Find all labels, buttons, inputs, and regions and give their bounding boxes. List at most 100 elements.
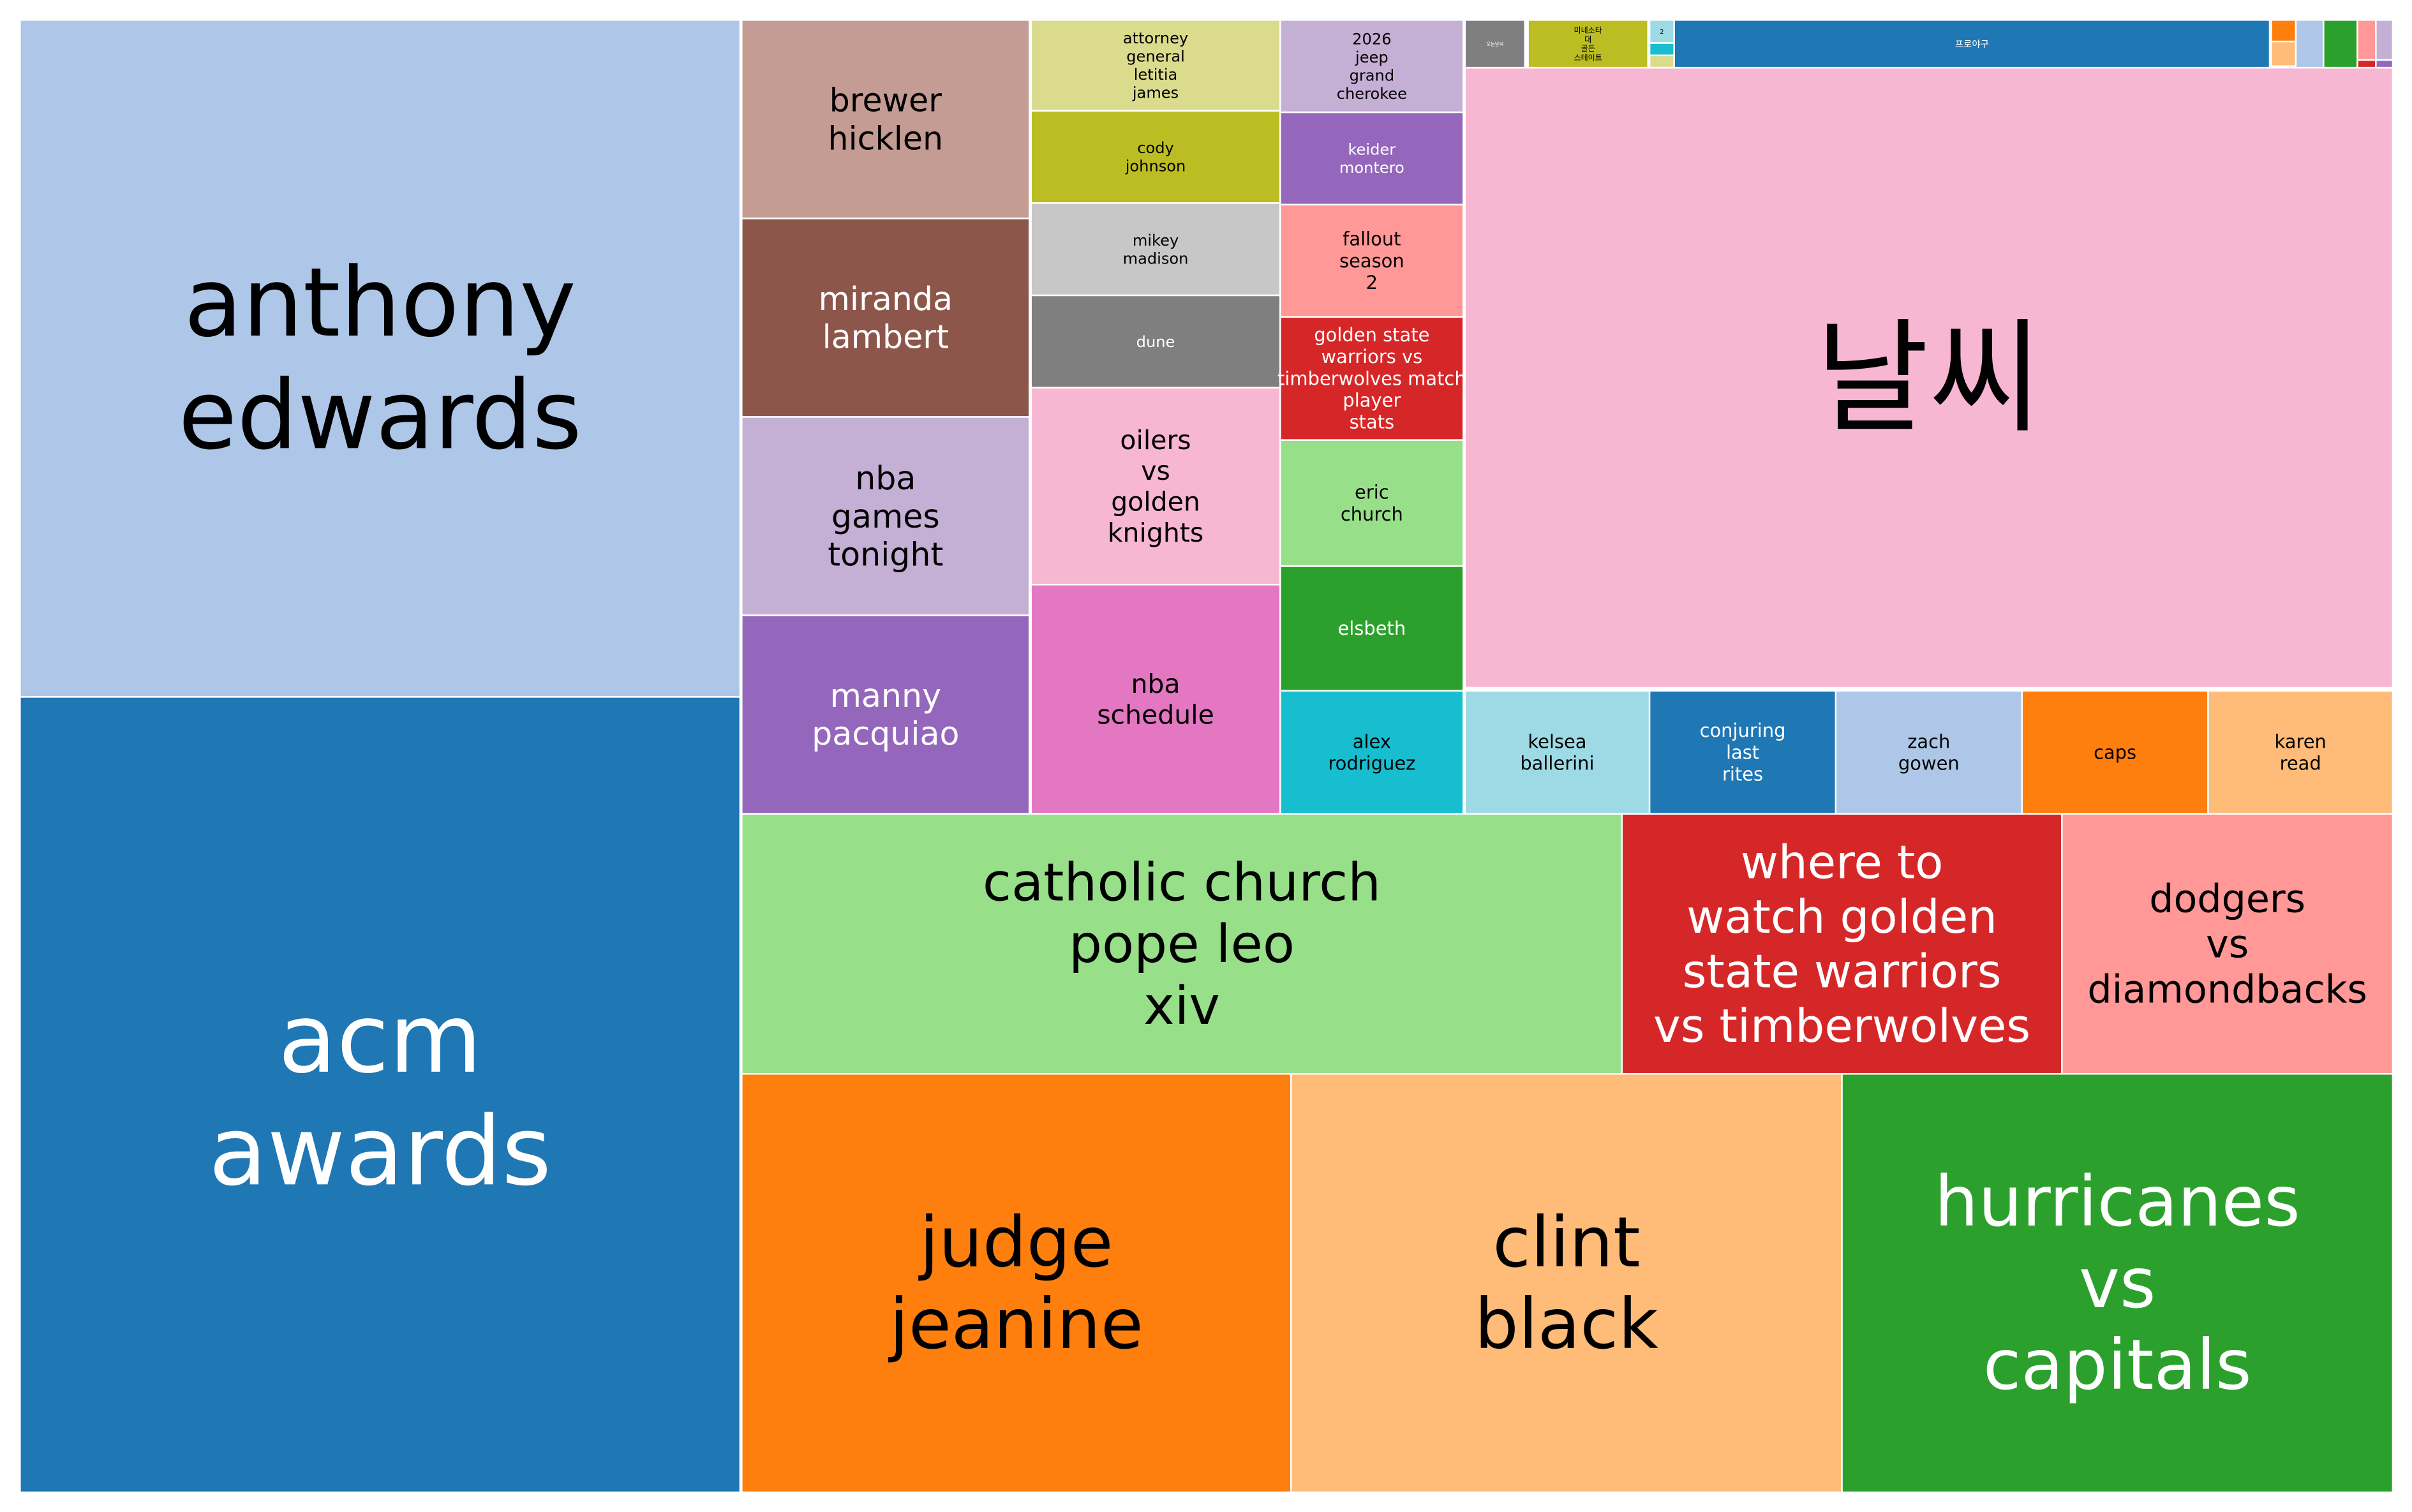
treemap-tile-rect bbox=[2356, 59, 2377, 69]
treemap-tile-rect bbox=[2061, 813, 2394, 1075]
treemap-tile-label: judge jeanine bbox=[888, 1202, 1143, 1365]
treemap-tile-unlabeled[interactable] bbox=[2356, 59, 2377, 69]
treemap-tile-unlabeled[interactable] bbox=[1648, 42, 1675, 57]
treemap-tile-label: 날씨 bbox=[1815, 308, 2042, 450]
treemap-tile-rect bbox=[1527, 19, 1649, 69]
treemap-tile-rect bbox=[1835, 690, 2023, 815]
treemap-tile-rect bbox=[1279, 204, 1464, 318]
treemap-tile-label: karen read bbox=[2275, 730, 2326, 774]
treemap-tile-rect bbox=[1030, 294, 1281, 389]
treemap-tile-label: manny pacquiao bbox=[812, 677, 959, 753]
treemap-tile-rect bbox=[1290, 1072, 1843, 1493]
treemap-tile-rect bbox=[2270, 40, 2297, 67]
treemap-tile-unlabeled[interactable] bbox=[2375, 59, 2394, 69]
treemap-tile-miranda-lambert[interactable]: miranda lambert bbox=[741, 218, 1031, 418]
treemap-tile-catholic-church-pope-leo-xiv[interactable]: catholic church pope leo xiv bbox=[741, 813, 1623, 1075]
treemap-tile-2026-jeep-grand-cherokee[interactable]: 2026 jeep grand cherokee bbox=[1279, 19, 1464, 114]
treemap-tile-label: mikey madison bbox=[1123, 232, 1189, 267]
treemap-tile-label: nba schedule bbox=[1097, 669, 1214, 730]
treemap-tile-rect bbox=[1648, 54, 1675, 69]
treemap-tile-rect bbox=[1279, 439, 1464, 567]
treemap-tile-unlabeled[interactable] bbox=[1648, 54, 1675, 69]
treemap-tile-golden-state-warriors-vs-timberwolves-match-player-stats[interactable]: golden state warriors vs timberwolves matc… bbox=[1277, 316, 1466, 441]
treemap-tile-judge-jeanine[interactable]: judge jeanine bbox=[741, 1072, 1292, 1493]
treemap-tile-rect bbox=[1279, 565, 1464, 692]
treemap-tile-label: oilers vs golden knights bbox=[1108, 425, 1204, 548]
treemap-tile-오늘날씨[interactable]: 오늘날씨 bbox=[1464, 19, 1526, 69]
treemap-tile-rect bbox=[1279, 19, 1464, 114]
treemap-tile-zach-gowen[interactable]: zach gowen bbox=[1835, 690, 2023, 815]
treemap-tile-karen-read[interactable]: karen read bbox=[2207, 690, 2394, 815]
treemap-tile-label: 2 bbox=[1660, 29, 1664, 36]
treemap-tile-rect bbox=[1279, 690, 1464, 815]
treemap-tile-manny-pacquiao[interactable]: manny pacquiao bbox=[741, 614, 1031, 815]
treemap-tile-rect bbox=[19, 696, 741, 1493]
treemap-tile-label: attorney general letitia james bbox=[1123, 29, 1188, 101]
treemap-tile-nba-games-tonight[interactable]: nba games tonight bbox=[741, 416, 1031, 616]
treemap-tile-label: 오늘날씨 bbox=[1486, 41, 1503, 47]
treemap-tile-2[interactable]: 2 bbox=[1648, 19, 1675, 44]
treemap-tile-label: miranda lambert bbox=[819, 280, 953, 356]
treemap-tile-rect bbox=[19, 19, 741, 698]
treemap-tile-fallout-season-2[interactable]: fallout season 2 bbox=[1279, 204, 1464, 318]
treemap-tile-caps[interactable]: caps bbox=[2021, 690, 2209, 815]
treemap-tile-rect bbox=[1673, 19, 2271, 69]
treemap-tile-프로야구[interactable]: 프로야구 bbox=[1673, 19, 2271, 69]
treemap-tile-unlabeled[interactable] bbox=[2356, 19, 2377, 61]
treemap-tile-label: eric church bbox=[1341, 482, 1403, 525]
treemap-tile-acm-awards[interactable]: acm awards bbox=[19, 696, 741, 1493]
treemap-tile-label: acm awards bbox=[209, 984, 551, 1207]
treemap-tile-label: elsbeth bbox=[1337, 618, 1406, 639]
treemap-tile-rect bbox=[1030, 584, 1281, 815]
treemap-tile-anthony-edwards[interactable]: anthony edwards bbox=[19, 19, 741, 698]
treemap-tile-conjuring-last-rites[interactable]: conjuring last rites bbox=[1648, 690, 1837, 815]
treemap-tile-rect bbox=[1030, 202, 1281, 297]
treemap-tile-dune[interactable]: dune bbox=[1030, 294, 1281, 389]
treemap-tile-label: nba games tonight bbox=[828, 459, 943, 574]
treemap-tile-unlabeled[interactable] bbox=[2270, 19, 2297, 43]
treemap-tile-label: dune bbox=[1136, 333, 1175, 351]
treemap-tile-rect bbox=[741, 813, 1623, 1075]
treemap-tile-label: keider montero bbox=[1339, 141, 1404, 177]
treemap-tile-elsbeth[interactable]: elsbeth bbox=[1279, 565, 1464, 692]
treemap-tile-rect bbox=[1648, 690, 1837, 815]
treemap-tile-unlabeled[interactable] bbox=[2375, 19, 2394, 61]
treemap-tile-hurricanes-vs-capitals[interactable]: hurricanes vs capitals bbox=[1841, 1072, 2394, 1493]
treemap-tile-nba-schedule[interactable]: nba schedule bbox=[1030, 584, 1281, 815]
treemap-tile-mikey-madison[interactable]: mikey madison bbox=[1030, 202, 1281, 297]
treemap-tile-날씨[interactable]: 날씨 bbox=[1464, 66, 2394, 689]
treemap-tile-rect bbox=[741, 416, 1031, 616]
treemap-tile-eric-church[interactable]: eric church bbox=[1279, 439, 1464, 567]
treemap-tile-alex-rodriguez[interactable]: alex rodriguez bbox=[1279, 690, 1464, 815]
treemap-tile-attorney-general-letitia-james[interactable]: attorney general letitia james bbox=[1030, 19, 1281, 112]
treemap-tile-dodgers-vs-diamondbacks[interactable]: dodgers vs diamondbacks bbox=[2061, 813, 2394, 1075]
treemap-tile-label: dodgers vs diamondbacks bbox=[2087, 877, 2367, 1012]
treemap-tile-unlabeled[interactable] bbox=[2270, 40, 2297, 67]
treemap-tile-keider-montero[interactable]: keider montero bbox=[1279, 111, 1464, 205]
treemap-tile-rect bbox=[1621, 813, 2063, 1075]
treemap-tile-where-to-watch-golden-state-warriors-vs-timberwolves[interactable]: where to watch golden state warriors vs tim… bbox=[1621, 813, 2063, 1075]
treemap-tile-미네소타-대-골든-스테이트[interactable]: 미네소타 대 골든 스테이트 bbox=[1527, 19, 1649, 69]
treemap-tile-rect bbox=[2375, 19, 2394, 61]
treemap-tile-rect bbox=[2295, 19, 2325, 69]
treemap-tile-unlabeled[interactable] bbox=[2295, 19, 2325, 69]
treemap-tile-clint-black[interactable]: clint black bbox=[1290, 1072, 1843, 1493]
treemap-tile-label: golden state warriors vs timberwolves matc… bbox=[1277, 324, 1466, 433]
treemap-tile-unlabeled[interactable] bbox=[2323, 19, 2358, 69]
treemap-tile-label: 미네소타 대 골든 스테이트 bbox=[1574, 26, 1602, 63]
treemap-tile-brewer-hicklen[interactable]: brewer hicklen bbox=[741, 19, 1031, 219]
treemap-tile-rect bbox=[1464, 19, 1526, 69]
treemap-tile-rect bbox=[2375, 59, 2394, 69]
treemap-tile-rect bbox=[2207, 690, 2394, 815]
treemap-tile-label: caps bbox=[2094, 741, 2136, 763]
treemap-tile-rect bbox=[741, 218, 1031, 418]
treemap-tile-label: cody johnson bbox=[1125, 139, 1186, 175]
treemap-tile-oilers-vs-golden-knights[interactable]: oilers vs golden knights bbox=[1030, 387, 1281, 586]
treemap-tile-cody-johnson[interactable]: cody johnson bbox=[1030, 110, 1281, 204]
treemap-tile-label: kelsea ballerini bbox=[1520, 730, 1594, 774]
treemap-tile-rect bbox=[2270, 19, 2297, 43]
treemap-tile-rect bbox=[1030, 110, 1281, 204]
treemap-tile-kelsea-ballerini[interactable]: kelsea ballerini bbox=[1464, 690, 1651, 815]
treemap-tile-label: anthony edwards bbox=[178, 248, 581, 471]
